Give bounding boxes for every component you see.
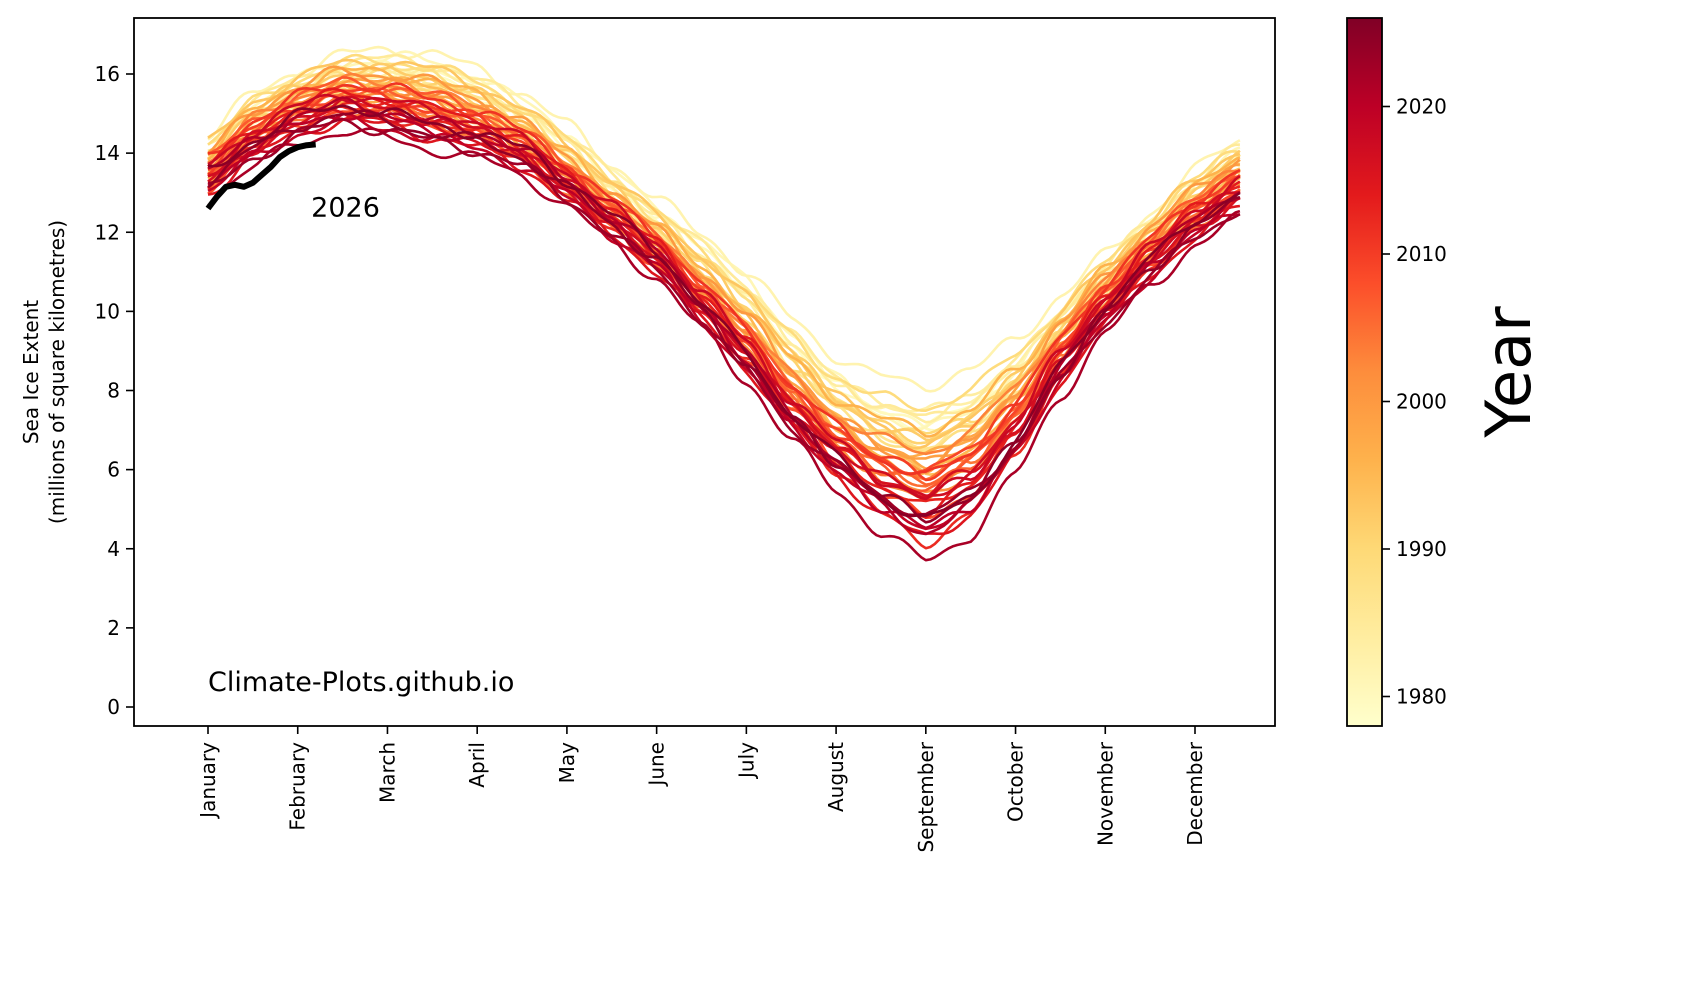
y-tick-label-16: 16 [95, 62, 120, 86]
year-line-2022 [207, 127, 1241, 562]
y-tick-label-0: 0 [107, 695, 120, 719]
x-tick-label-june: June [645, 742, 669, 788]
plot-area-frame [133, 17, 1276, 727]
year-line-2011 [207, 82, 1241, 476]
x-tick-label-october: October [1004, 741, 1028, 822]
colorbar-title: Year [1472, 306, 1545, 439]
x-tick-label-august: August [824, 742, 848, 812]
year-line-2014 [207, 87, 1241, 519]
y-tick-label-14: 14 [95, 141, 120, 165]
year-line-1985 [207, 53, 1240, 416]
highlight-line-2026 [205, 141, 316, 211]
year-lines [207, 45, 1241, 562]
colorbar-tick-label-2020: 2020 [1396, 95, 1447, 119]
x-tick-label-july: July [734, 742, 758, 780]
x-tick-label-november: November [1093, 741, 1117, 846]
year-line-2025 [207, 104, 1241, 518]
colorbar [1346, 17, 1383, 727]
y-tick-label-8: 8 [107, 379, 120, 403]
y-axis: 0 2 4 6 8 10 12 14 16 [95, 62, 134, 719]
y-tick-label-4: 4 [107, 537, 120, 561]
year-line-1982 [207, 45, 1241, 393]
colorbar-tick-label-1990: 1990 [1396, 537, 1447, 561]
colorbar-tick-label-2000: 2000 [1396, 390, 1447, 414]
credit-watermark: Climate-Plots.github.io [208, 667, 514, 698]
year-line-2024 [207, 109, 1241, 524]
colorbar-tick-label-1980: 1980 [1396, 685, 1447, 709]
x-axis: January February March April May June July Augu… [196, 726, 1207, 853]
x-tick-label-february: February [286, 742, 310, 831]
year-line-2018 [207, 93, 1241, 501]
year-line-2000 [207, 65, 1241, 475]
year-line-1992 [207, 62, 1241, 442]
highlight-line-group [205, 141, 316, 211]
x-tick-label-april: April [465, 742, 489, 788]
colorbar-tick-label-2010: 2010 [1396, 242, 1447, 266]
x-tick-label-september: September [914, 741, 938, 852]
highlight-year-label: 2026 [311, 192, 380, 223]
y-tick-label-6: 6 [107, 458, 120, 482]
y-tick-label-10: 10 [95, 299, 120, 323]
x-tick-label-january: January [196, 742, 220, 820]
x-tick-label-may: May [555, 742, 579, 784]
y-axis-title-line1: Sea Ice Extent [19, 300, 43, 444]
y-tick-label-12: 12 [95, 220, 120, 244]
year-line-1979 [207, 69, 1241, 430]
y-tick-label-2: 2 [107, 616, 120, 640]
x-tick-label-march: March [375, 742, 399, 803]
colorbar-ticks: 1980 1990 2000 2010 2020 [1382, 95, 1447, 709]
y-axis-title-line2: (millions of square kilometres) [45, 220, 69, 524]
x-tick-label-december: December [1183, 741, 1207, 845]
